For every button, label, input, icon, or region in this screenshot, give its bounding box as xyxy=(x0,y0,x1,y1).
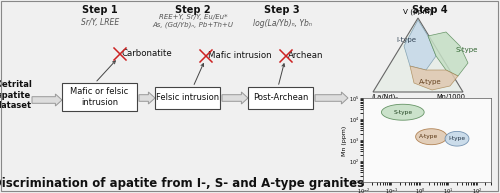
Text: I-type: I-type xyxy=(448,136,466,141)
Text: A-type: A-type xyxy=(418,79,442,85)
Polygon shape xyxy=(428,32,468,76)
Polygon shape xyxy=(404,20,436,70)
Text: Felsic intrusion: Felsic intrusion xyxy=(156,93,219,102)
FancyBboxPatch shape xyxy=(155,87,220,109)
Text: Detrital
apatite
dataset: Detrital apatite dataset xyxy=(0,80,32,110)
Polygon shape xyxy=(222,92,248,104)
Text: V (ppm): V (ppm) xyxy=(404,8,432,15)
Text: (La/Nd)ₙ: (La/Nd)ₙ xyxy=(371,94,398,101)
Text: Step 3: Step 3 xyxy=(264,5,300,15)
Polygon shape xyxy=(410,66,458,90)
Y-axis label: Mn (ppm): Mn (ppm) xyxy=(342,125,347,156)
Text: A-type: A-type xyxy=(419,134,438,139)
Text: log(La/Yb)ₙ, Ybₙ: log(La/Yb)ₙ, Ybₙ xyxy=(252,19,312,27)
Text: Archean: Archean xyxy=(288,52,324,60)
Text: Post-Archean: Post-Archean xyxy=(253,93,308,102)
Polygon shape xyxy=(373,18,463,92)
Text: Step 1: Step 1 xyxy=(82,5,118,15)
Text: Discrimination of apatite from I-, S- and A-type granites: Discrimination of apatite from I-, S- an… xyxy=(0,177,364,190)
FancyBboxPatch shape xyxy=(248,87,313,109)
Text: S-type: S-type xyxy=(393,110,412,115)
Text: Sr/Y, LREE: Sr/Y, LREE xyxy=(81,19,119,27)
Polygon shape xyxy=(445,131,469,146)
Text: S-type: S-type xyxy=(456,47,478,53)
Text: REE+Y, Sr/Y, Eu/Eu*
As, (Gd/Yb)ₙ, Pb+Th+U: REE+Y, Sr/Y, Eu/Eu* As, (Gd/Yb)ₙ, Pb+Th+… xyxy=(152,14,234,28)
FancyBboxPatch shape xyxy=(62,83,137,111)
Text: Mn/1000: Mn/1000 xyxy=(436,94,465,100)
Polygon shape xyxy=(32,94,62,106)
Polygon shape xyxy=(382,104,424,120)
Polygon shape xyxy=(139,92,155,104)
Text: Mafic intrusion: Mafic intrusion xyxy=(208,52,272,60)
Polygon shape xyxy=(416,129,447,145)
Text: Step 2: Step 2 xyxy=(175,5,211,15)
Text: Step 4: Step 4 xyxy=(412,5,448,15)
Text: Mafic or felsic
intrusion: Mafic or felsic intrusion xyxy=(70,87,128,107)
Text: Carbonatite: Carbonatite xyxy=(122,49,173,58)
Polygon shape xyxy=(315,92,348,104)
Text: I-type: I-type xyxy=(396,37,416,43)
